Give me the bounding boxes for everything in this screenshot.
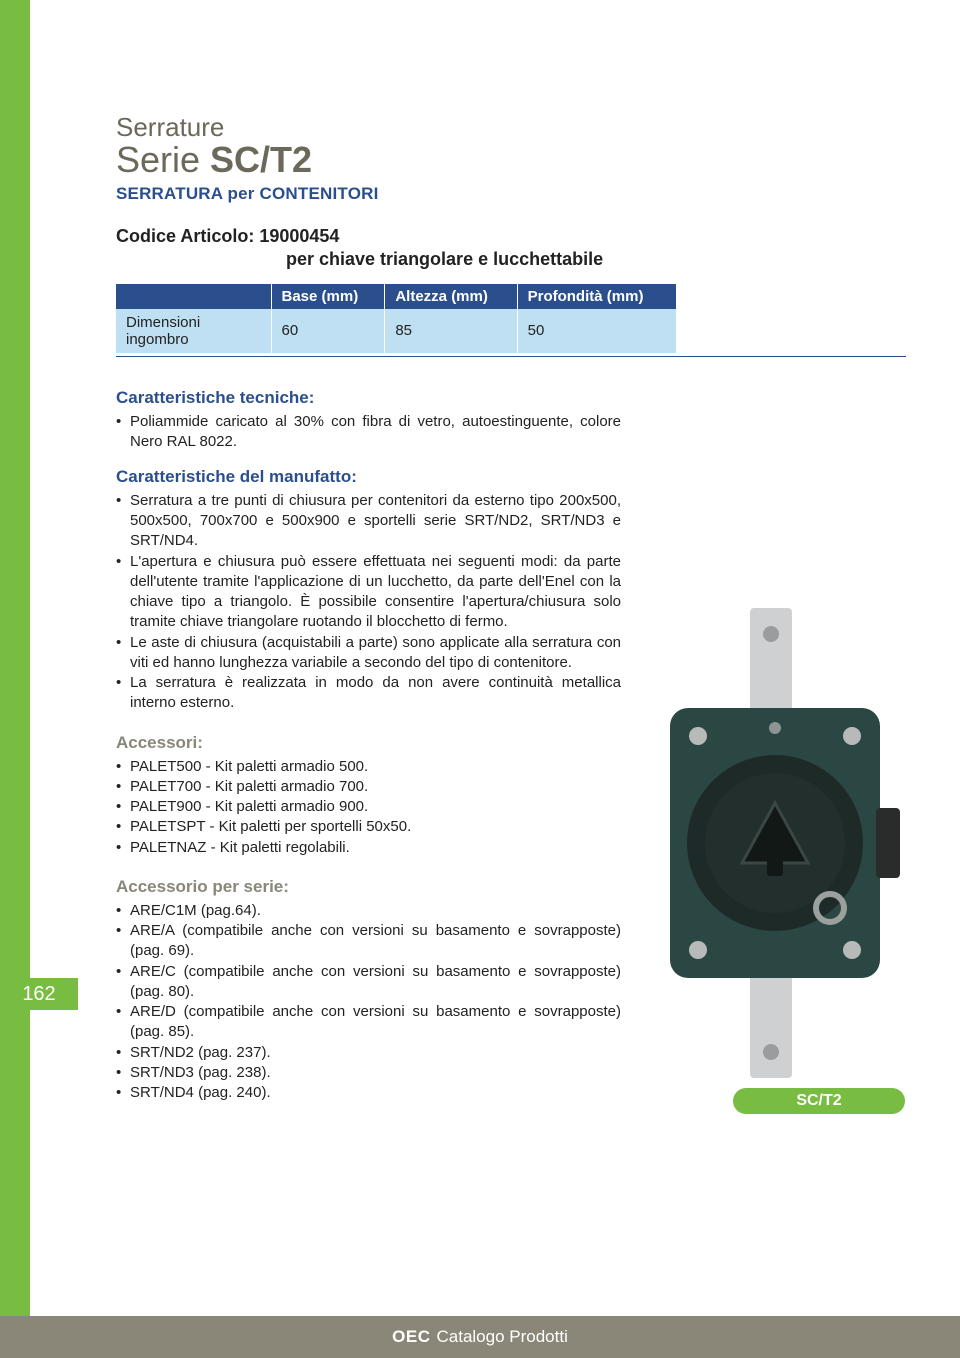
text-column: Caratteristiche tecniche: Poliammide car… <box>116 387 621 1104</box>
section-head-perserie: Accessorio per serie: <box>116 876 621 899</box>
accessori-list: PALET500 - Kit paletti armadio 500. PALE… <box>116 757 621 858</box>
product-label-pill: SC/T2 <box>733 1088 905 1114</box>
list-item: ARE/C (compatibile anche con versioni su… <box>116 962 621 1003</box>
list-item: SRT/ND2 (pag. 237). <box>116 1043 621 1063</box>
list-item: PALETSPT - Kit paletti per sportelli 50x… <box>116 817 621 837</box>
footer-text: Catalogo Prodotti <box>436 1327 567 1347</box>
section-head-accessori: Accessori: <box>116 732 621 755</box>
list-item: SRT/ND3 (pag. 238). <box>116 1063 621 1083</box>
table-header-cell: Base (mm) <box>271 284 385 309</box>
article-code-row: Codice Articolo: 19000454 <box>116 226 906 247</box>
table-row-label: Dimensioni ingombro <box>116 309 271 353</box>
code-description: per chiave triangolare e lucchettabile <box>286 249 906 270</box>
list-item: ARE/C1M (pag.64). <box>116 901 621 921</box>
footer-brand: OEC <box>392 1327 430 1347</box>
list-item: ARE/A (compatibile anche con versioni su… <box>116 921 621 962</box>
code-value: 19000454 <box>259 226 339 246</box>
lock-icon <box>640 608 900 1078</box>
horizontal-rule <box>116 356 906 357</box>
list-item: La serratura è realizzata in modo da non… <box>116 673 621 714</box>
table-header-blank <box>116 284 271 309</box>
table-header-cell: Altezza (mm) <box>385 284 517 309</box>
series-prefix: Serie <box>116 139 210 180</box>
list-item: PALETNAZ - Kit paletti regolabili. <box>116 838 621 858</box>
list-item: PALET900 - Kit paletti armadio 900. <box>116 797 621 817</box>
list-item: Serratura a tre punti di chiusura per co… <box>116 491 621 552</box>
series-bold: SC/T2 <box>210 139 312 180</box>
product-image-block: SC/T2 <box>640 608 905 1114</box>
list-item: L'apertura e chiusura può essere effettu… <box>116 552 621 633</box>
table-cell: 50 <box>517 309 676 353</box>
list-item: Le aste di chiusura (acquistabili a part… <box>116 633 621 674</box>
table-header-cell: Profondità (mm) <box>517 284 676 309</box>
list-item: SRT/ND4 (pag. 240). <box>116 1083 621 1103</box>
subtitle: SERRATURA per CONTENITORI <box>116 184 906 204</box>
table-row: Dimensioni ingombro 60 85 50 <box>116 309 676 353</box>
tech-list: Poliammide caricato al 30% con fibra di … <box>116 412 621 453</box>
list-item: PALET500 - Kit paletti armadio 500. <box>116 757 621 777</box>
page-number: 162 <box>0 978 78 1010</box>
section-head-tech: Caratteristiche tecniche: <box>116 387 621 410</box>
dimensions-table: Base (mm) Altezza (mm) Profondità (mm) D… <box>116 284 676 353</box>
table-cell: 60 <box>271 309 385 353</box>
series-title: Serie SC/T2 <box>116 140 906 180</box>
code-label: Codice Articolo: <box>116 226 259 246</box>
table-header-row: Base (mm) Altezza (mm) Profondità (mm) <box>116 284 676 309</box>
section-head-manufatto: Caratteristiche del manufatto: <box>116 466 621 489</box>
list-item: Poliammide caricato al 30% con fibra di … <box>116 412 621 453</box>
side-section-label: Serrature e lucchetti <box>0 421 40 761</box>
list-item: ARE/D (compatibile anche con versioni su… <box>116 1002 621 1043</box>
perserie-list: ARE/C1M (pag.64). ARE/A (compatibile anc… <box>116 901 621 1104</box>
list-item: PALET700 - Kit paletti armadio 700. <box>116 777 621 797</box>
page-footer: OEC Catalogo Prodotti <box>0 1316 960 1358</box>
kicker: Serrature <box>116 114 906 140</box>
manufatto-list: Serratura a tre punti di chiusura per co… <box>116 491 621 714</box>
table-cell: 85 <box>385 309 517 353</box>
